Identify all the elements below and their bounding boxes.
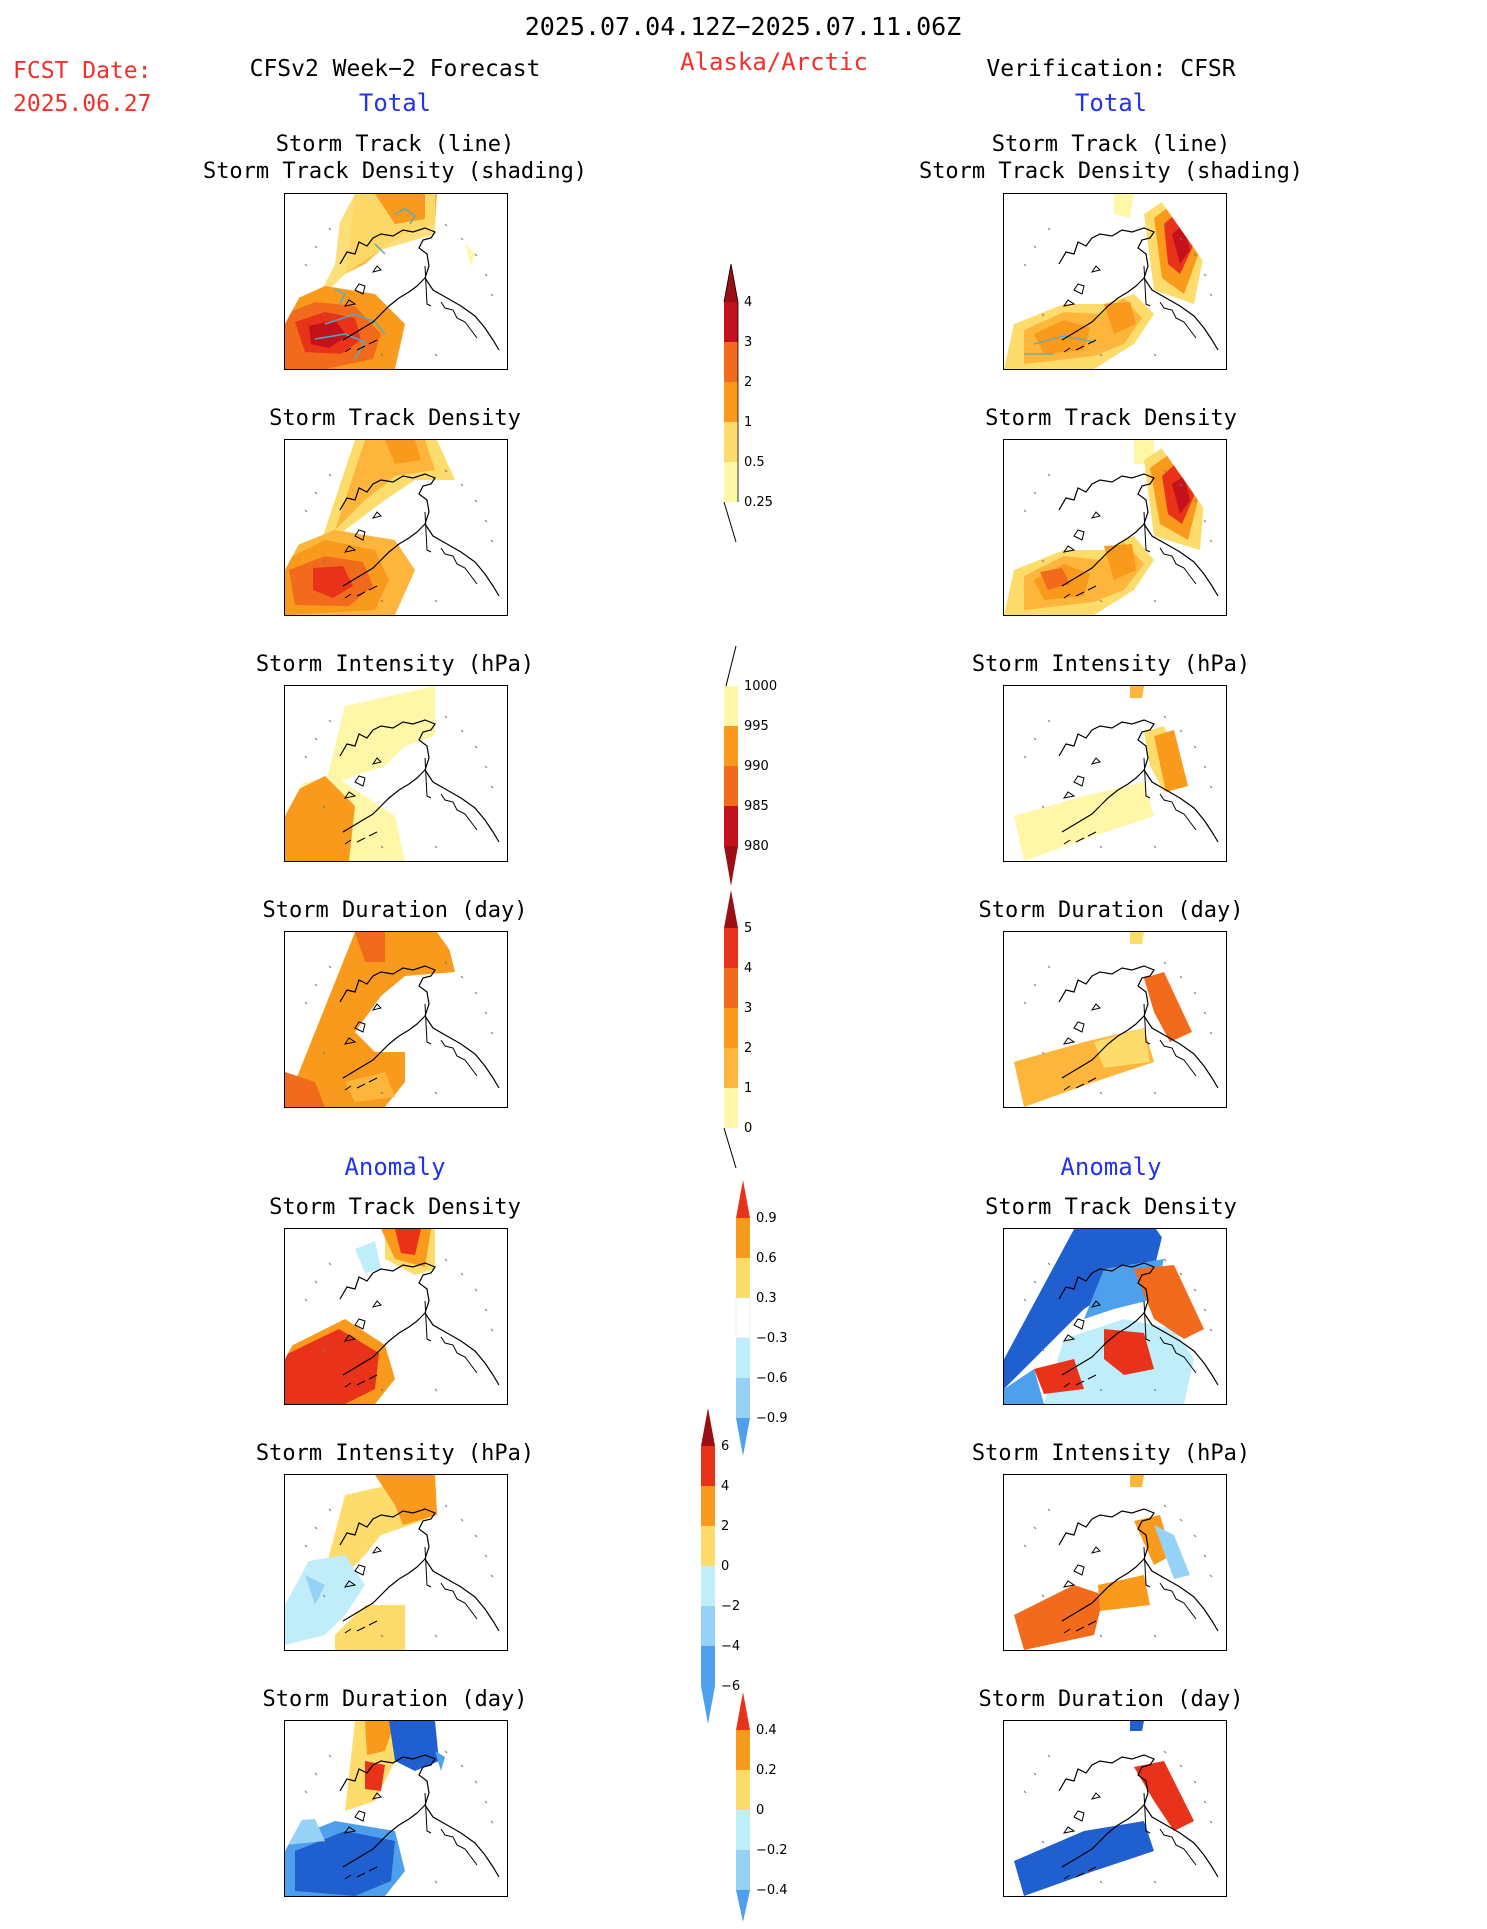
- colorbar-density-anomaly: 0.9 0.6 0.3 −0.3 −0.6 −0.9: [735, 1178, 806, 1468]
- cb4-tick-1: 0.6: [756, 1251, 777, 1266]
- right-density-title: Storm Track Density: [985, 406, 1237, 431]
- cb1-tick-2: 2: [744, 375, 753, 390]
- right-storm-track-map: [1003, 193, 1227, 370]
- cb5-tick-3: 0: [721, 1559, 730, 1574]
- right-storm-duration-map: [1003, 931, 1227, 1108]
- cb5-tick-5: −4: [721, 1639, 741, 1654]
- right-storm-intensity-map: [1003, 685, 1227, 862]
- cb4-tick-3: −0.3: [756, 1331, 788, 1346]
- cb4-tick-0: 0.9: [756, 1211, 777, 1226]
- right-section-total: Total: [1074, 89, 1148, 117]
- right-anomaly-title: Anomaly: [1060, 1153, 1162, 1181]
- date-range-title: 2025.07.04.12Z−2025.07.11.06Z: [524, 12, 962, 41]
- left-column-title: CFSv2 Week−2 Forecast: [249, 56, 541, 82]
- cb5-tick-4: −2: [721, 1599, 741, 1614]
- cb1-tick-1: 3: [744, 335, 753, 350]
- cb3-tick-0: 5: [744, 921, 753, 936]
- left-anom-intensity-title: Storm Intensity (hPa): [255, 1441, 535, 1466]
- cb3-tick-3: 2: [744, 1041, 753, 1056]
- fcst-date-value: 2025.06.27: [13, 91, 152, 117]
- cb6-tick-0: 0.4: [756, 1723, 777, 1738]
- cb3-tick-1: 4: [744, 961, 753, 976]
- cb2-tick-4: 980: [744, 839, 769, 854]
- right-track-title-2: Storm Track Density (shading): [918, 159, 1304, 184]
- right-anom-intensity-title: Storm Intensity (hPa): [971, 1441, 1251, 1466]
- cb5-tick-1: 4: [721, 1479, 730, 1494]
- right-anomaly-intensity-map: [1003, 1474, 1227, 1651]
- cb5-tick-2: 2: [721, 1519, 730, 1534]
- left-density-title: Storm Track Density: [269, 406, 521, 431]
- cb2-tick-0: 1000: [744, 679, 778, 694]
- cb2-tick-2: 990: [744, 759, 769, 774]
- right-anom-duration-title: Storm Duration (day): [978, 1687, 1244, 1712]
- left-storm-track-map: [284, 193, 508, 370]
- left-anomaly-density-map: [284, 1228, 508, 1405]
- right-track-title-1: Storm Track (line): [991, 132, 1231, 157]
- left-duration-title: Storm Duration (day): [262, 898, 528, 923]
- right-anom-density-title: Storm Track Density: [985, 1195, 1237, 1220]
- left-anomaly-duration-map: [284, 1720, 508, 1897]
- cb1-tick-4: 0.5: [744, 455, 765, 470]
- colorbar-density-total: 4 3 2 1 0.5 0.25: [723, 262, 784, 552]
- left-track-title-2: Storm Track Density (shading): [202, 159, 588, 184]
- cb1-tick-5: 0.25: [744, 495, 773, 510]
- left-intensity-title: Storm Intensity (hPa): [255, 652, 535, 677]
- left-anom-duration-title: Storm Duration (day): [262, 1687, 528, 1712]
- left-storm-intensity-map: [284, 685, 508, 862]
- right-duration-title: Storm Duration (day): [978, 898, 1244, 923]
- left-anomaly-intensity-map: [284, 1474, 508, 1651]
- cb6-tick-3: −0.2: [756, 1843, 788, 1858]
- left-section-total: Total: [358, 89, 432, 117]
- cb1-tick-0: 4: [744, 295, 753, 310]
- left-anom-density-title: Storm Track Density: [269, 1195, 521, 1220]
- colorbar-duration-total: 5 4 3 2 1 0: [723, 888, 784, 1178]
- cb2-tick-3: 985: [744, 799, 769, 814]
- left-storm-track-svg: [285, 194, 507, 369]
- cb6-tick-1: 0.2: [756, 1763, 777, 1778]
- cb4-tick-2: 0.3: [756, 1291, 777, 1306]
- cb6-tick-4: −0.4: [756, 1883, 788, 1898]
- left-anomaly-title: Anomaly: [344, 1153, 446, 1181]
- cb1-tick-3: 1: [744, 415, 753, 430]
- right-storm-density-map: [1003, 439, 1227, 616]
- cb5-tick-6: −6: [721, 1679, 741, 1694]
- colorbar-intensity-anomaly: 6 4 2 0 −2 −4 −6: [701, 1406, 761, 1736]
- right-column-title: Verification: CFSR: [986, 56, 1236, 82]
- cb4-tick-5: −0.9: [756, 1411, 788, 1426]
- region-label: Alaska/Arctic: [680, 48, 868, 76]
- cb3-tick-5: 0: [744, 1121, 753, 1136]
- fcst-date-label: FCST Date:: [13, 58, 152, 84]
- left-storm-density-map: [284, 439, 508, 616]
- right-anomaly-density-map: [1003, 1228, 1227, 1405]
- cb4-tick-4: −0.6: [756, 1371, 788, 1386]
- cb3-tick-2: 3: [744, 1001, 753, 1016]
- colorbar-intensity-total: 1000 995 990 985 980: [724, 645, 784, 896]
- colorbar-duration-anomaly: 0.4 0.2 0 −0.2 −0.4: [736, 1690, 806, 1925]
- cb5-tick-0: 6: [721, 1439, 730, 1454]
- right-anomaly-duration-map: [1003, 1720, 1227, 1897]
- cb6-tick-2: 0: [756, 1803, 765, 1818]
- cb3-tick-4: 1: [744, 1081, 753, 1096]
- left-storm-duration-map: [284, 931, 508, 1108]
- cb2-tick-1: 995: [744, 719, 769, 734]
- right-intensity-title: Storm Intensity (hPa): [971, 652, 1251, 677]
- left-track-title-1: Storm Track (line): [275, 132, 515, 157]
